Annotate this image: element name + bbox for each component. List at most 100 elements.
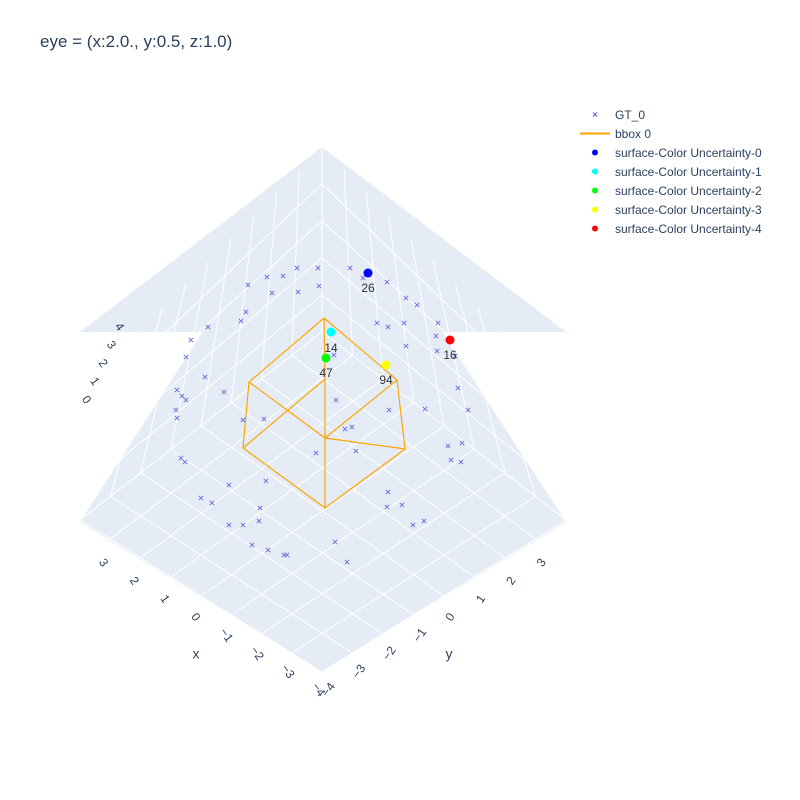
grid-line [79, 519, 323, 673]
x-tick-label: 0 [188, 610, 203, 624]
scene-background [80, 147, 566, 672]
gt-marker [226, 482, 232, 488]
legend-item-5[interactable]: surface-Color Uncertainty-3 [575, 200, 762, 219]
gt-marker [198, 495, 204, 501]
uncertainty-point-0 [363, 268, 373, 278]
legend-label-0: GT_0 [615, 107, 646, 122]
gt-marker [174, 415, 180, 421]
gt-marker [384, 504, 390, 510]
gt-marker [240, 522, 246, 528]
gt-marker [353, 448, 359, 454]
gt-marker [435, 320, 441, 326]
legend-swatch-6 [575, 219, 615, 238]
gt-marker [342, 426, 348, 432]
grid-line [291, 169, 300, 356]
gt-marker [221, 389, 227, 395]
y-tick-label: 3 [534, 556, 549, 570]
grid-line [79, 329, 141, 521]
gt-marker [465, 407, 471, 413]
gt-marker [265, 547, 271, 553]
gt-marker [179, 393, 185, 399]
grid-line [109, 306, 164, 497]
y-tick-label: −3 [349, 661, 369, 681]
gt-marker [433, 333, 439, 339]
grid-line [321, 294, 554, 483]
grid-line [366, 192, 384, 380]
uncertainty-point-3 [381, 360, 391, 370]
gt-marker [264, 274, 270, 280]
legend-item-4[interactable]: surface-Color Uncertainty-2 [575, 181, 762, 200]
gt-marker [313, 450, 319, 456]
gt-marker [243, 309, 249, 315]
grid-line [170, 449, 414, 616]
uncertainty-label-3: 94 [379, 373, 393, 387]
gt-marker [238, 318, 244, 324]
grid-line [261, 192, 277, 380]
x-tick-label: −1 [217, 625, 237, 645]
gt-marker [385, 324, 391, 330]
legend-swatch-3 [575, 162, 615, 181]
gt-marker [226, 522, 232, 528]
gt-marker [374, 320, 380, 326]
uncertainty-label-2: 47 [319, 366, 333, 380]
gt-marker [458, 459, 464, 465]
gt-marker [202, 374, 208, 380]
x-axis-label: x [193, 646, 200, 662]
grid-line [291, 496, 536, 654]
gt-marker [263, 478, 269, 484]
gt-marker [183, 397, 189, 403]
grid-line [388, 215, 414, 403]
grid-line [91, 294, 323, 483]
legend-swatch-0 [575, 105, 615, 124]
grid-line [321, 183, 514, 369]
grid-line [109, 496, 353, 654]
gt-marker [269, 290, 275, 296]
grid-lines [79, 147, 567, 673]
gt-marker [173, 407, 179, 413]
gt-marker [414, 302, 420, 308]
legend-swatch-4 [575, 181, 615, 200]
legend-swatch-1 [575, 124, 615, 143]
gt-marker [459, 440, 465, 446]
legend-item-3[interactable]: surface-Color Uncertainty-1 [575, 162, 762, 181]
legend-item-1[interactable]: bbox 0 [575, 124, 762, 143]
y-tick-label: −1 [410, 625, 430, 645]
grid-line [230, 215, 255, 403]
legend-item-6[interactable]: surface-Color Uncertainty-4 [575, 219, 762, 238]
gt-marker [261, 416, 267, 422]
gt-marker [360, 275, 366, 281]
legend-item-2[interactable]: surface-Color Uncertainty-0 [575, 143, 762, 162]
gt-marker [385, 489, 391, 495]
gt-marker [249, 542, 255, 548]
grid-line [477, 306, 536, 497]
bbox-edge [324, 379, 398, 439]
gt-marker [240, 417, 246, 423]
grid-line [230, 449, 475, 616]
gt-marker [256, 518, 262, 524]
gt-marker [384, 279, 390, 285]
uncertainty-point-2 [321, 353, 331, 363]
grid-line [321, 220, 527, 407]
z-tick-label: 3 [104, 338, 119, 352]
grid-line [343, 169, 353, 356]
legend-swatch-5 [575, 200, 615, 219]
y-tick-label: 0 [442, 610, 457, 624]
x-tick-label: −3 [278, 662, 298, 682]
grid-line [140, 284, 186, 474]
x-tick-label: 3 [96, 556, 111, 570]
gt-marker [333, 397, 339, 403]
uncertainty-point-4 [445, 335, 455, 345]
gt-marker [205, 324, 211, 330]
gt-marker [294, 265, 300, 271]
chart-title: eye = (x:2.0., y:0.5, z:1.0) [40, 32, 233, 51]
gt-marker [188, 337, 194, 343]
x-tick-label: −2 [248, 644, 268, 664]
grid-line [103, 257, 323, 445]
legend-item-0[interactable]: GT_0 [575, 105, 762, 124]
uncertainty-label-4: 16 [443, 348, 457, 362]
uncertainty-label-1: 14 [324, 341, 338, 355]
y-tick-label: 1 [473, 592, 488, 606]
gt-marker [316, 283, 322, 289]
